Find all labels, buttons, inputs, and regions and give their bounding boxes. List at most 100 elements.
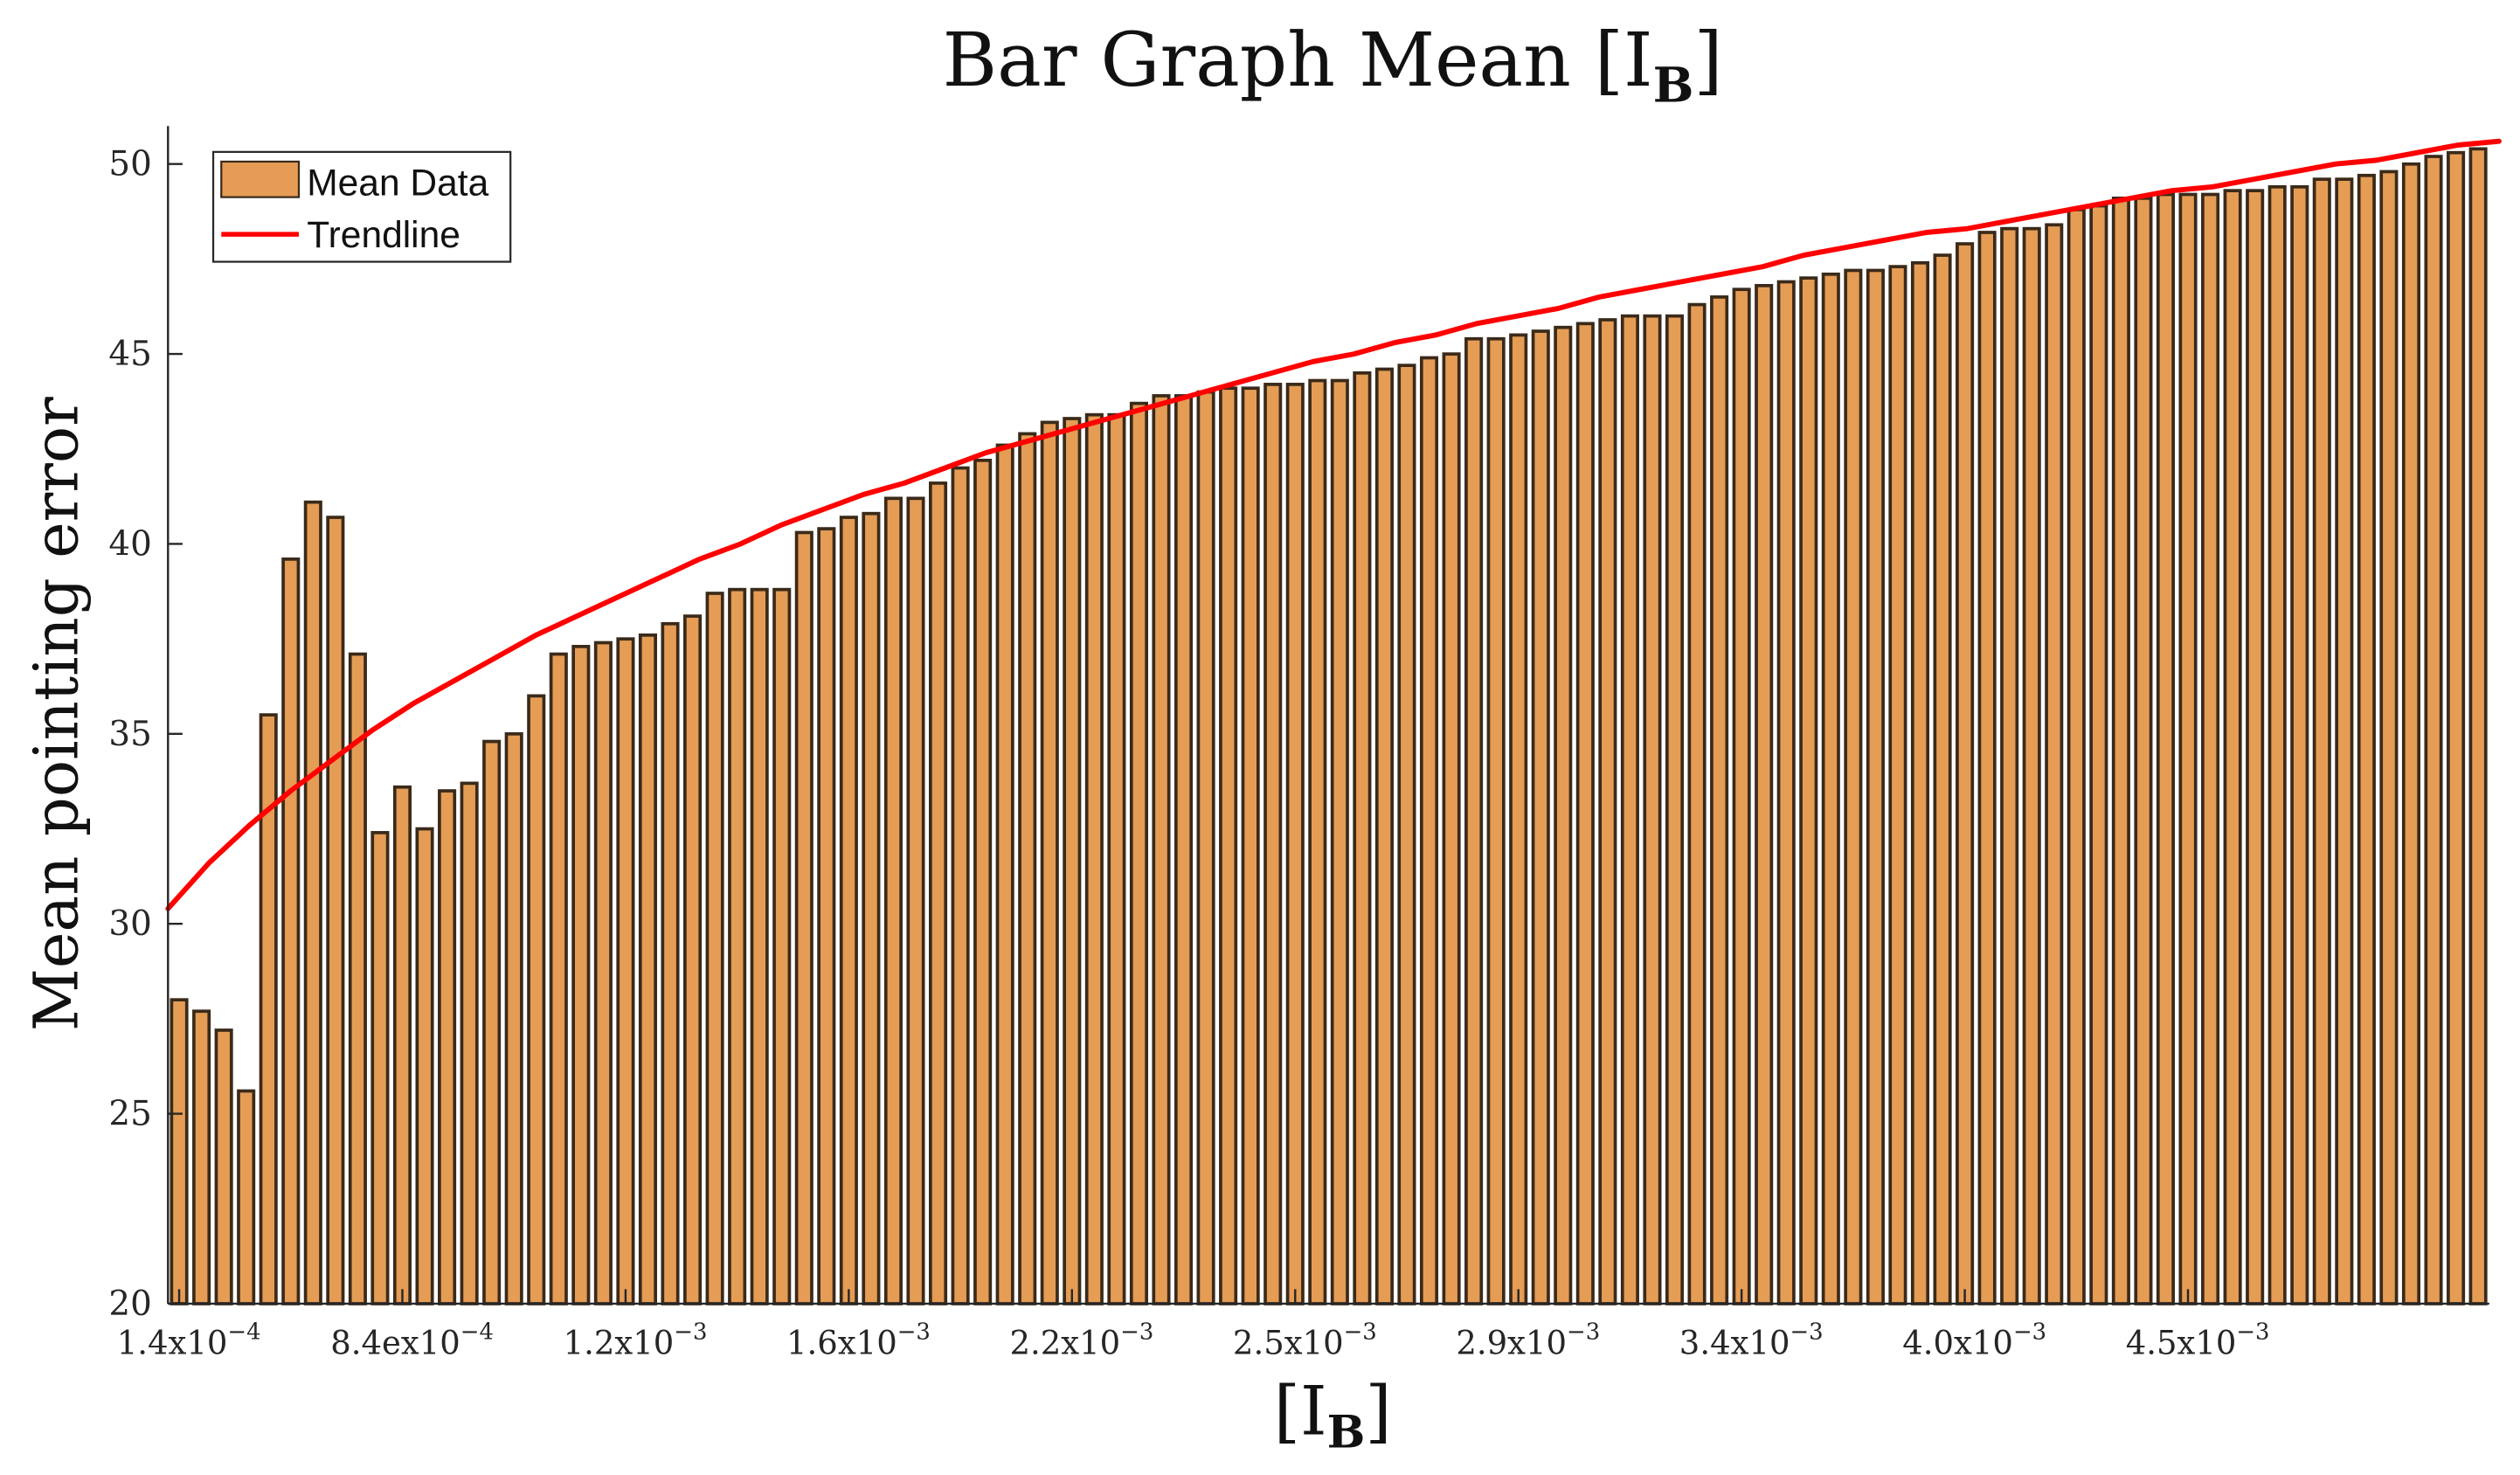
bar [1219,386,1238,1305]
bar [616,637,635,1305]
y-tick-label: 45 [108,335,151,374]
bar [2335,177,2354,1305]
bar [750,587,769,1305]
bar [1419,356,1439,1305]
bar [2089,204,2108,1305]
axes-group [167,126,2489,1305]
bar [1910,260,1930,1305]
bar [392,785,412,1305]
legend: Mean Data Trendline [211,150,512,263]
bar [973,458,993,1305]
x-ticks-group: 1.4x10−4 8.4ex10−4 1.2x10−3 1.6x10−3 2.2x10−… [117,1289,2270,1361]
x-tick-label: 2.2x10−3 [1009,1319,1153,1362]
x-tick-label: 2.9x10−3 [1456,1319,1600,1362]
bar [2312,177,2331,1305]
bar [504,732,523,1305]
bar [929,481,948,1305]
bar [661,621,680,1305]
bar [1353,370,1372,1305]
y-axis-label: Mean pointing error [21,397,93,1031]
bar [281,557,301,1305]
bar [1821,272,1840,1305]
bar [1933,253,1952,1305]
y-tick-label: 30 [108,904,151,944]
bar [772,587,792,1305]
bar [460,781,479,1305]
legend-label-trendline: Trendline [307,215,460,256]
bar [883,496,903,1305]
y-tick-label: 35 [108,715,151,754]
bar [862,511,881,1305]
x-tick-label: 1.6x10−3 [786,1319,931,1362]
bar [1977,231,1997,1305]
bar [1687,302,1707,1305]
bar [1486,336,1506,1305]
bar [906,496,925,1305]
bar [2447,150,2466,1305]
bar [1464,336,1484,1305]
bar [1598,318,1617,1305]
bar [1799,276,1818,1305]
bar [2357,173,2376,1305]
bar [348,652,367,1305]
bar [1173,394,1194,1305]
bar [2022,226,2041,1305]
bar [1241,386,1260,1305]
bar [1531,329,1550,1305]
bar [1196,390,1215,1305]
bar [1308,378,1327,1305]
x-tick-label: 4.0x10−3 [1902,1319,2046,1362]
bar [1554,325,1573,1305]
bar [2267,184,2287,1305]
bar [2134,197,2153,1305]
bar [527,694,546,1305]
bar [438,789,457,1305]
bar [1397,364,1416,1305]
bar [2246,189,2265,1305]
bar [794,530,813,1305]
bar [1084,412,1104,1305]
bar [593,641,613,1305]
bar [326,516,345,1305]
bar [638,633,658,1305]
bar [1040,420,1059,1305]
bar [1509,333,1528,1305]
bar [1844,268,1863,1305]
bar [951,466,970,1305]
x-tick-label: 1.4x10−4 [117,1319,261,1362]
y-tick-label: 25 [108,1095,151,1134]
bar [2201,192,2220,1305]
bar [303,500,322,1305]
bar [2379,170,2399,1305]
bar [2223,189,2242,1305]
x-axis-label: [IB] [1274,1373,1392,1459]
bar [2468,147,2488,1305]
bar [1374,367,1394,1305]
bar [817,527,836,1305]
bar [728,587,747,1305]
bar [1755,284,1774,1305]
y-ticks-group: 20 25 30 35 40 45 50 [108,145,183,1324]
chart-title-subscript: B [1653,58,1694,114]
bar [2156,192,2176,1305]
bar [1107,412,1126,1305]
bar [1575,322,1595,1305]
bar [2290,184,2309,1305]
x-tick-label: 1.2x10−3 [564,1319,708,1362]
bars-group [170,147,2488,1305]
bar [1732,287,1751,1305]
bar [705,592,724,1305]
bar [482,739,502,1305]
y-tick-label: 40 [108,524,151,564]
y-tick-label: 50 [108,145,151,184]
y-tick-label: 20 [108,1285,151,1324]
bar [1018,432,1037,1305]
bar [1330,378,1349,1305]
bar [415,827,434,1305]
bar [214,1028,233,1305]
x-tick-label: 8.4ex10−4 [330,1319,494,1362]
bar [1063,417,1082,1305]
trendline-group [165,138,2502,911]
bar [1620,314,1639,1305]
x-tick-label: 2.5x10−3 [1233,1319,1377,1362]
